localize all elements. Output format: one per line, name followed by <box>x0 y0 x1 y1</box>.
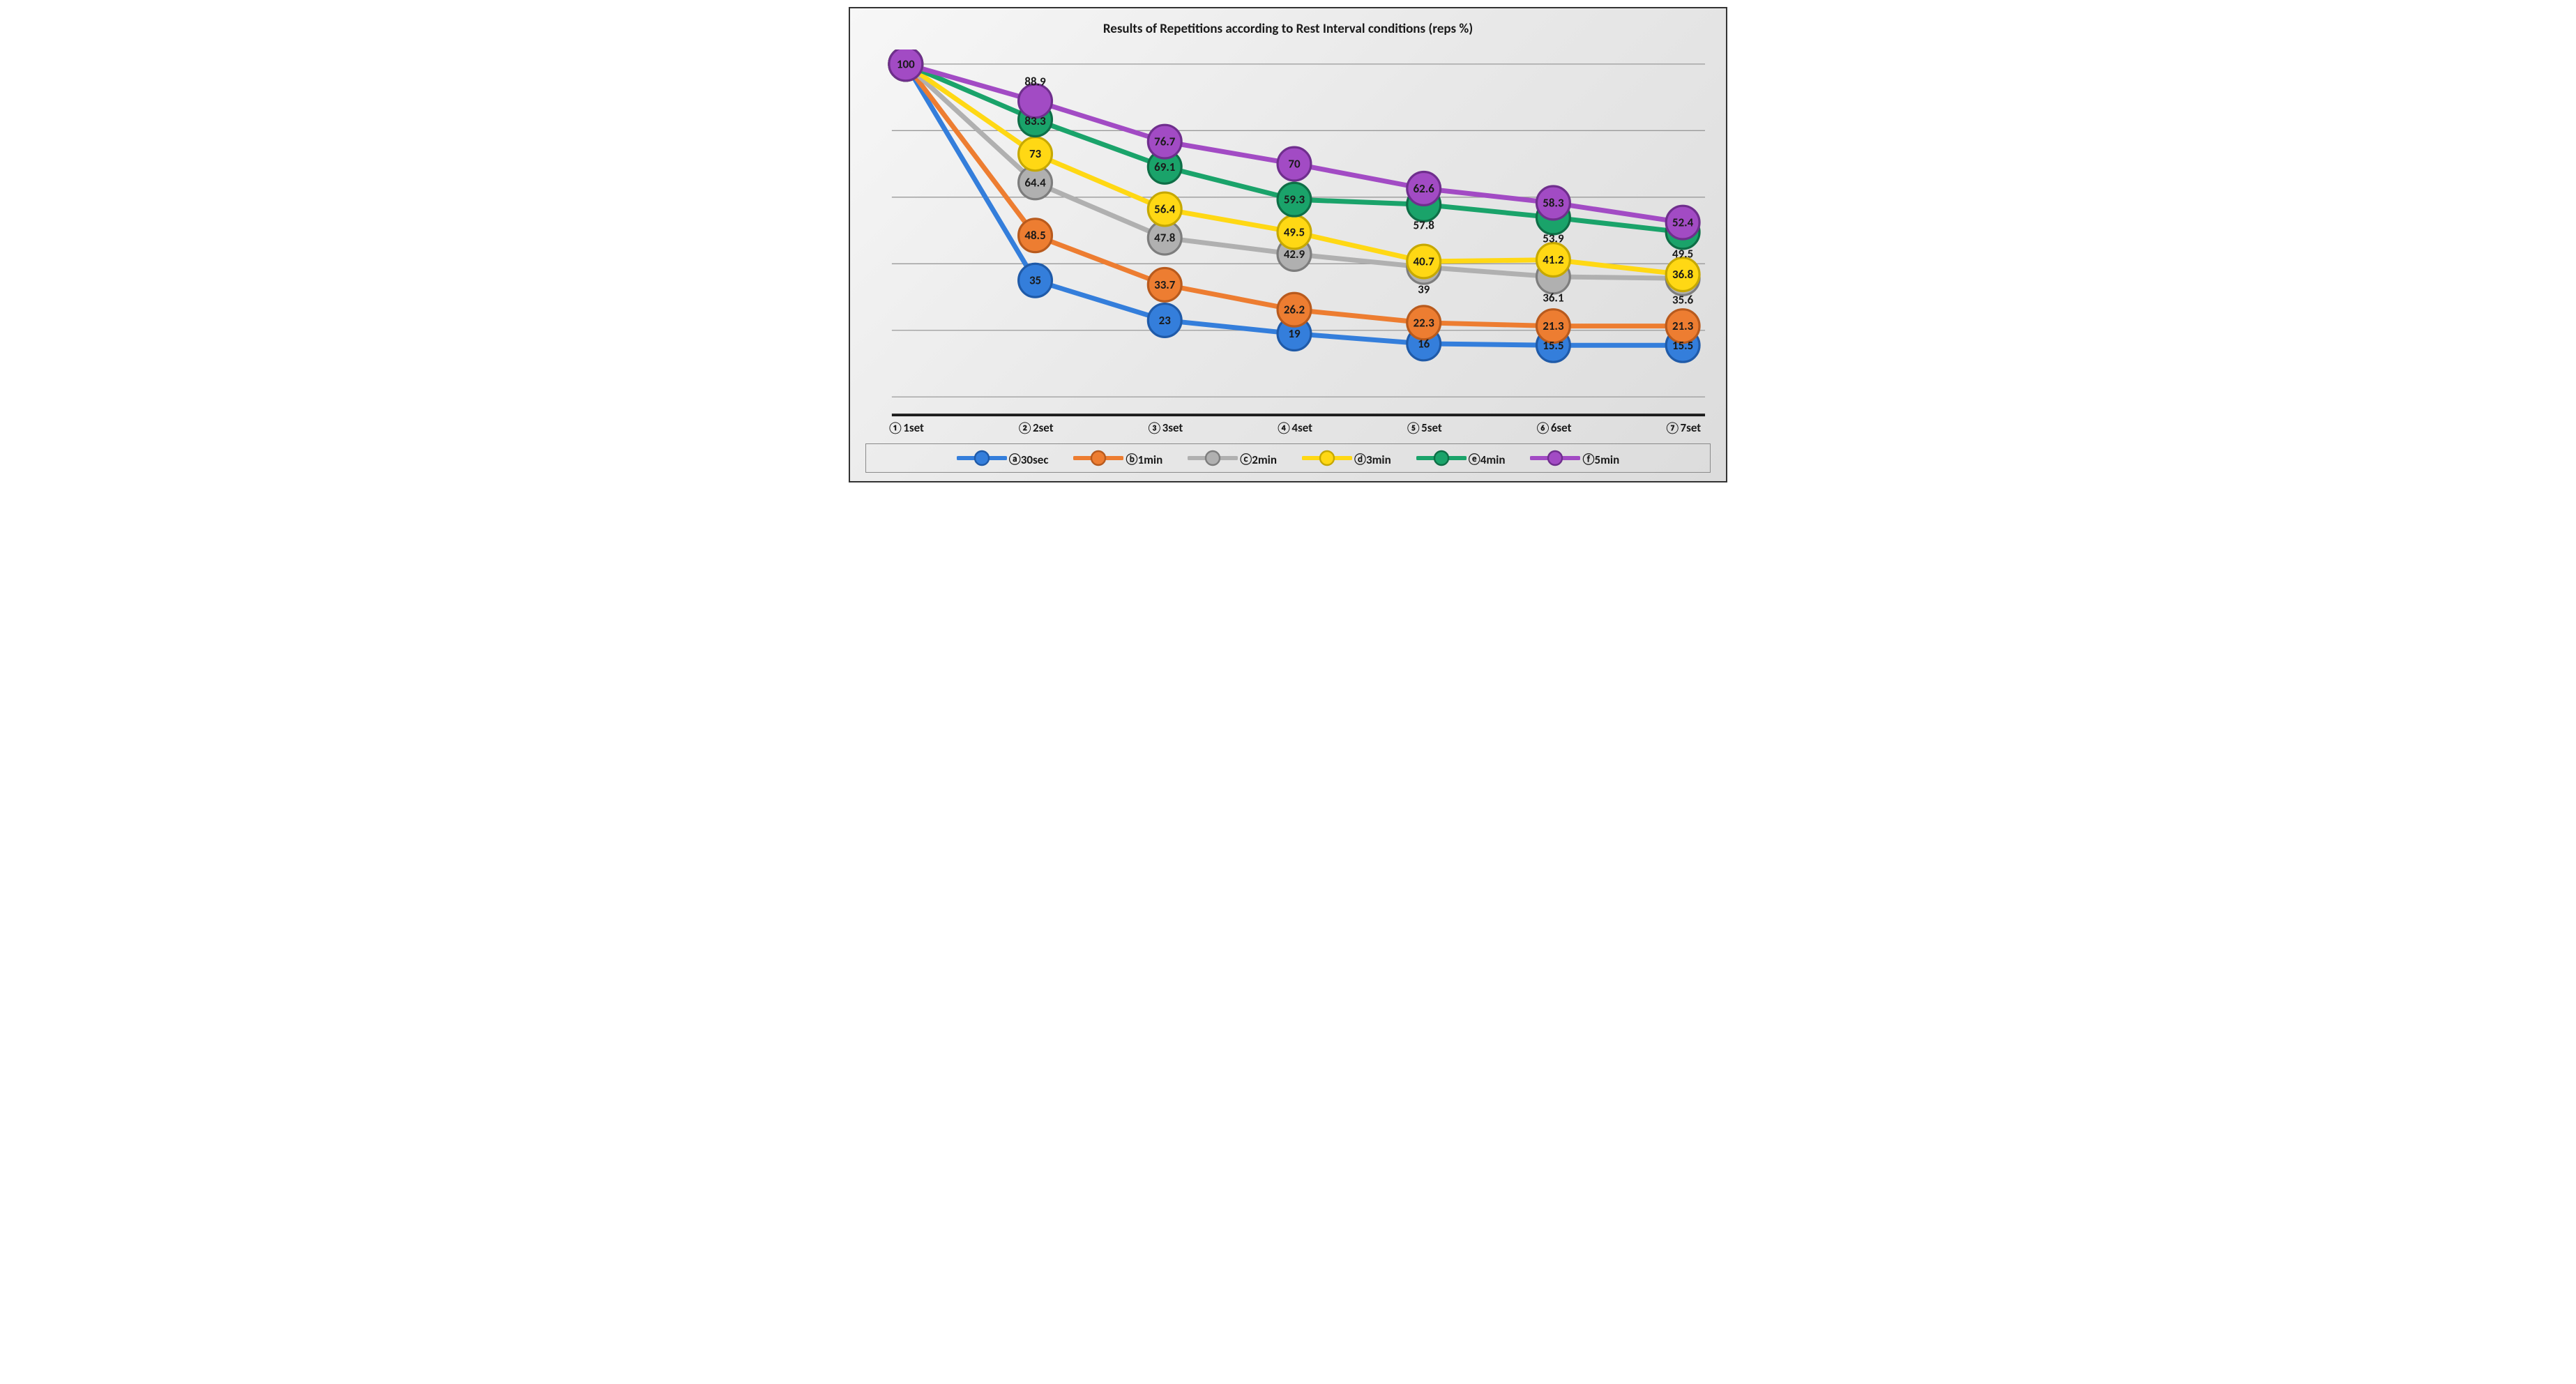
data-label-d: 36.8 <box>1672 267 1694 282</box>
data-label-e: 69.1 <box>1154 160 1175 174</box>
legend-swatch-e <box>1416 448 1467 468</box>
plot-svg: ①1set ②2set ③3set ④4set ⑤5set ⑥6set ⑦7set 100 88… <box>865 50 1711 436</box>
legend-item-f: ⓕ5min <box>1530 448 1619 468</box>
data-label-e: 53.9 <box>1543 231 1564 245</box>
data-label-f: 62.6 <box>1414 181 1435 196</box>
data-label-b: 48.5 <box>1024 228 1045 243</box>
data-label-b: 33.7 <box>1154 277 1176 292</box>
data-label-c: 36.1 <box>1543 290 1563 305</box>
plot-area: ①1set ②2set ③3set ④4set ⑤5set ⑥6set ⑦7set 100 88… <box>865 50 1711 436</box>
data-label-c: 35.6 <box>1672 293 1694 307</box>
data-label-f: 88.9 <box>1024 74 1046 89</box>
x-axis-label: ⑦7set <box>1665 420 1701 435</box>
legend-swatch-f <box>1530 448 1580 468</box>
legend-label-a: ⓐ30sec <box>1009 450 1049 467</box>
legend-label-e: ⓔ4min <box>1469 450 1506 467</box>
x-axis-label: ②2set <box>1017 420 1053 435</box>
legend-label-f: ⓕ5min <box>1582 450 1619 467</box>
data-label-a: 19 <box>1288 326 1301 341</box>
data-label-a: 35 <box>1029 273 1041 288</box>
data-label-d: 56.4 <box>1154 202 1176 217</box>
x-axis-label: ④4set <box>1276 420 1312 435</box>
legend-item-c: ⓒ2min <box>1188 448 1277 468</box>
data-label-f: 58.3 <box>1543 195 1564 210</box>
legend-swatch-d <box>1302 448 1352 468</box>
legend-item-a: ⓐ30sec <box>957 448 1049 468</box>
data-label-c: 39 <box>1418 282 1430 296</box>
data-label-d: 49.5 <box>1284 225 1305 239</box>
data-label-a: 15.5 <box>1672 338 1693 353</box>
legend-label-b: ⓑ1min <box>1126 450 1162 467</box>
data-label-e: 57.8 <box>1414 218 1435 233</box>
data-label-c: 42.9 <box>1284 247 1305 261</box>
data-label-a: 23 <box>1159 313 1172 328</box>
x-axis-label: ⑤5set <box>1406 420 1442 435</box>
data-label-b: 22.3 <box>1414 315 1435 330</box>
data-label-a: 16 <box>1418 336 1430 351</box>
x-axis-label: ③3set <box>1146 420 1183 435</box>
data-label-b: 21.3 <box>1543 319 1564 333</box>
data-label-b: 26.2 <box>1284 303 1305 317</box>
data-label-b: 21.3 <box>1672 319 1694 333</box>
data-label-e: 59.3 <box>1284 192 1305 207</box>
chart-container: Results of Repetitions according to Rest… <box>849 7 1727 482</box>
legend-item-d: ⓓ3min <box>1302 448 1391 468</box>
legend-label-c: ⓒ2min <box>1240 450 1277 467</box>
data-label-f: 76.7 <box>1154 135 1176 149</box>
data-label-f: 100 <box>897 56 915 71</box>
legend-item-e: ⓔ4min <box>1416 448 1506 468</box>
data-label-c: 47.8 <box>1154 231 1176 245</box>
legend-label-d: ⓓ3min <box>1354 450 1391 467</box>
data-label-d: 40.7 <box>1414 254 1435 268</box>
chart-title: Results of Repetitions according to Rest… <box>865 21 1711 37</box>
x-axis-label: ⑥6set <box>1535 420 1571 435</box>
data-label-d: 41.2 <box>1543 252 1563 267</box>
data-label-f: 52.4 <box>1672 215 1694 230</box>
data-label-a: 15.5 <box>1543 338 1563 353</box>
legend: ⓐ30sec ⓑ1min ⓒ2min ⓓ3min ⓔ4min ⓕ5min <box>865 443 1711 473</box>
data-label-d: 73 <box>1029 146 1042 161</box>
data-label-e: 83.3 <box>1024 114 1046 128</box>
x-axis-label: ①1set <box>888 420 924 435</box>
data-label-c: 64.4 <box>1024 175 1046 190</box>
legend-swatch-a <box>957 448 1007 468</box>
legend-swatch-c <box>1188 448 1238 468</box>
legend-swatch-b <box>1073 448 1123 468</box>
legend-item-b: ⓑ1min <box>1073 448 1162 468</box>
data-label-e: 49.5 <box>1672 246 1693 261</box>
data-label-f: 70 <box>1288 157 1301 172</box>
